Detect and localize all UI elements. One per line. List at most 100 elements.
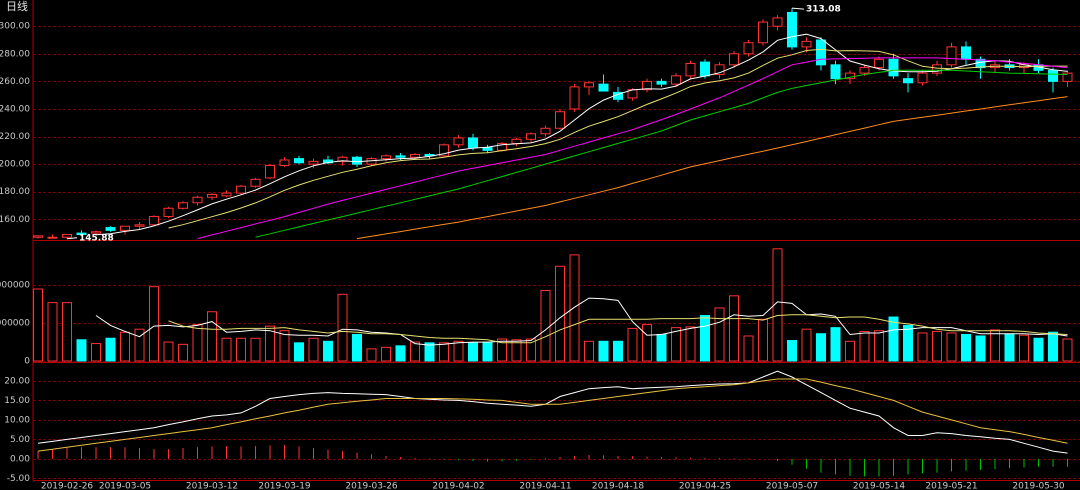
volume-bar [105,337,116,362]
candle-body [743,42,754,55]
y-tick-label: 300.00 [0,22,30,32]
line-series [168,48,1068,229]
annotation-pointer [66,237,78,240]
candle-body [250,178,261,187]
volume-bar [410,341,420,362]
line-series [356,96,1068,240]
candle-body [874,58,884,69]
volume-bar [845,340,855,362]
x-tick-label: 2019-05-21 [925,482,977,490]
candle-body [714,64,725,75]
volume-bar [917,332,928,362]
volume-bar [932,330,942,362]
candle-body [192,196,203,204]
candle-body [816,39,826,66]
candle-body [178,202,188,209]
candle-body [946,46,957,66]
x-tick-label: 2019-03-26 [345,482,398,490]
line-series [37,378,1068,452]
volume-bar [1033,337,1044,362]
candle-body [642,80,652,91]
volume-bar [120,331,130,362]
candle-body [526,133,536,140]
volume-bar [555,265,565,362]
candle-body [236,185,246,194]
candle-body [1062,72,1073,82]
candle-body [410,153,420,158]
x-tick-label: 2019-04-18 [592,482,645,490]
candle-body [395,155,406,158]
volume-bar [656,333,667,362]
volume-bar [221,337,232,362]
volume-bar [207,311,217,362]
volume-bar [990,329,1000,362]
x-tick-label: 2019-04-02 [432,482,484,490]
y-tick-label: 10.00 [4,415,30,425]
volume-bar [642,324,652,362]
candle-body [134,224,145,227]
volume-bar [1048,331,1058,362]
volume-bar [294,342,304,362]
volume-bar [526,338,536,362]
candle-body [453,137,464,146]
line-series [95,33,1068,236]
candle-body [961,46,971,60]
line-series [37,370,1068,454]
candle-body [656,80,667,85]
volume-bar [453,340,464,362]
volume-bar [439,342,449,362]
candle-body [917,72,928,84]
low-label: 145.88 [79,233,114,243]
candle-body [830,64,841,80]
volume-bar [627,327,638,362]
candle-body [149,216,159,226]
candle-body [76,232,87,235]
candle-body [787,11,797,48]
volume-bar [497,338,507,362]
volume-bar [149,286,159,362]
candle-body [903,78,913,84]
candle-body [511,138,522,144]
candle-body [337,156,348,162]
candle-body [207,193,217,198]
y-tick-label: 220.00 [0,132,30,142]
y-tick-label: 10000000 [0,281,30,291]
volume-bar [91,343,101,362]
candle-body [120,225,130,231]
line-series [255,69,1068,238]
x-tick-label: 2019-03-12 [186,482,238,490]
candle-body [671,75,681,85]
candle-body [801,40,812,48]
y-tick-label: 160.00 [0,215,30,225]
volume-bar [685,326,696,362]
volume-bar [714,307,725,362]
candle-body [47,236,58,239]
line-series [197,57,1068,240]
volume-bar [236,337,246,362]
y-tick-label: 15.00 [4,396,30,406]
candle-body [308,160,319,165]
y-tick-label: 180.00 [0,187,30,197]
y-tick-label: 20.00 [4,376,30,386]
candle-body [163,207,174,218]
volume-bar [279,330,290,362]
volume-bar [381,346,391,362]
x-tick-label: 2019-04-25 [679,482,731,490]
volume-bar [903,324,913,362]
candle-body [888,58,899,77]
y-tick-label: 0.00 [10,454,30,464]
candle-body [932,64,942,74]
candle-body [700,61,710,77]
volume-bar [598,340,609,362]
line-series [168,314,1068,344]
candle-body [758,21,768,44]
volume-bar [946,332,957,362]
volume-bar [743,335,754,362]
x-tick-label: 2019-05-14 [853,482,906,490]
volume-bar [859,330,870,362]
volume-bar [729,295,739,362]
volume-bar [975,335,986,362]
volume-bar [801,328,812,362]
candle-body [279,159,290,167]
